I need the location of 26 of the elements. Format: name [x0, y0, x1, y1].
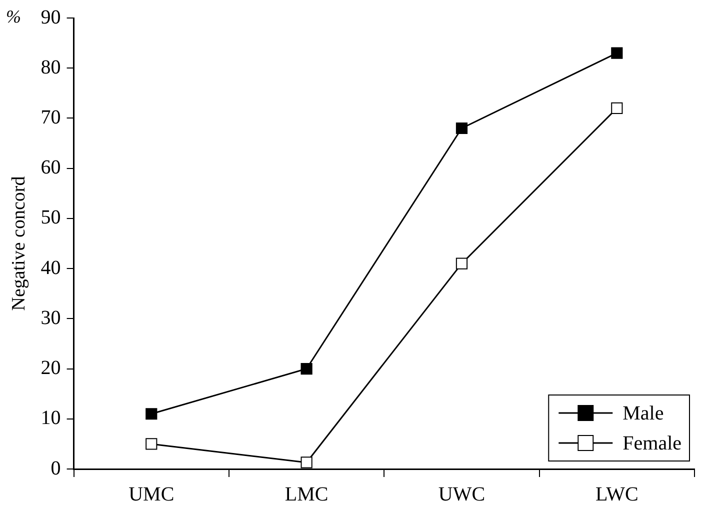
y-tick-label: 40: [40, 256, 61, 279]
y-tick-label: 60: [40, 156, 61, 179]
x-tick-label: UWC: [438, 483, 486, 506]
x-tick-label: UMC: [128, 483, 174, 506]
point: [146, 408, 158, 420]
point: [456, 258, 468, 270]
y-tick-label: 70: [40, 106, 61, 128]
x-tick-label: LWC: [595, 483, 638, 506]
legend-label: Female: [622, 432, 682, 454]
y-tick-label: 10: [40, 407, 61, 430]
y-tick-label: 20: [40, 357, 61, 380]
y-tick-label: 80: [40, 56, 61, 78]
point: [300, 456, 312, 468]
point: [611, 47, 623, 59]
legend-label: Male: [622, 402, 664, 424]
point: [456, 122, 468, 134]
y-tick-label: 0: [50, 457, 61, 480]
y-tick-label: 50: [40, 206, 61, 229]
point: [300, 362, 312, 375]
point: [146, 438, 158, 450]
x-tick-label: LMC: [284, 483, 328, 506]
y-axis-title: Negative concord: [8, 176, 30, 311]
point: [611, 102, 623, 114]
y-tick-label: 90: [40, 6, 61, 28]
y-tick-label: 30: [40, 306, 61, 329]
text: %: [6, 6, 21, 27]
